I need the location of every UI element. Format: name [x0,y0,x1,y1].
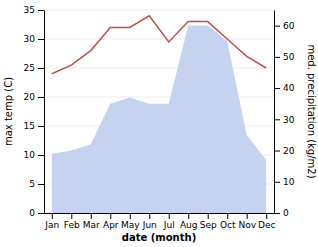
tick-mark [71,213,72,219]
tick: 20 [24,92,44,102]
tick: Feb [64,213,80,230]
tick-mark [169,213,170,219]
tick-label: Apr [103,220,119,230]
tick-mark [274,26,280,27]
tick-mark [110,213,111,219]
grid-line [44,97,274,98]
tick: 50 [274,52,295,62]
chart: Jan FebMarAprMayJun Jul AugSepOctNovDec 0 5 10… [0,0,318,247]
tick-mark [91,213,92,219]
y-axis: 0 5 10 15 20 25 30 35 [24,5,45,218]
tick-label: 20 [24,92,36,102]
tick-label: 50 [283,52,295,62]
grid-line [44,68,274,69]
y-axis-title: max temp (C) [3,77,14,146]
tick-mark [188,213,189,219]
area [52,26,266,213]
line [52,16,266,74]
tick-mark [274,88,280,89]
tick: Nov [238,213,256,230]
tick-label: Sep [200,220,217,230]
tick-label: 60 [283,21,295,31]
tick: 0 [274,208,289,218]
tick: Jul [163,213,175,230]
tick-label: 10 [283,177,295,187]
tick: Dec [258,213,275,230]
tick-mark [130,213,131,219]
tick-label: Jan [44,220,59,230]
tick: 0 [29,208,44,218]
tick: 20 [274,146,295,156]
tick-mark [38,184,44,185]
x-axis-title: date (month) [122,232,196,243]
axis-line [44,11,45,214]
grid [44,10,274,213]
tick: Mar [83,213,100,230]
tick-mark [274,151,280,152]
tick: Jun [142,213,157,230]
tick: 10 [24,150,44,160]
tick: Oct [220,213,236,230]
grid-line [44,10,274,11]
axis-line [274,11,275,214]
tick: 35 [24,5,44,15]
tick-mark [38,97,44,98]
y2-axis: 0 10 20 30 40 50 60 [274,11,295,219]
tick-label: Nov [238,220,256,230]
axis-line [45,213,275,214]
x-axis: Jan FebMarAprMayJun Jul AugSepOctNovDec [44,213,275,230]
tick-label: 0 [283,208,289,218]
tick-label: Oct [220,220,236,230]
tick: 25 [24,63,44,73]
tick-label: 5 [29,179,35,189]
tick-mark [149,213,150,219]
tick: Aug [180,213,198,230]
tick-mark [38,68,44,69]
tick-label: 35 [24,5,35,15]
tick: 5 [29,179,44,189]
y2-axis-title: med. precipitation (kg/m2) [306,44,317,178]
tick-label: 20 [283,146,295,156]
tick-mark [38,10,44,11]
tick-label: May [121,220,140,230]
tick-mark [38,213,44,214]
tick-mark [274,57,280,58]
tick-mark [247,213,248,219]
plot-area [52,16,266,213]
tick-mark [274,182,280,183]
tick-label: Dec [258,220,275,230]
tick-label: Mar [83,220,100,230]
tick-label: 40 [283,83,295,93]
grid-line [44,39,274,40]
tick: Apr [103,213,119,230]
tick-mark [227,213,228,219]
tick-mark [38,155,44,156]
tick-mark [208,213,209,219]
tick: 10 [274,177,295,187]
tick: Sep [200,213,217,230]
tick-mark [274,119,280,120]
tick-label: 15 [24,121,35,131]
tick: May [121,213,140,230]
tick-label: Feb [64,220,80,230]
tick-mark [274,213,280,214]
tick-label: Jun [142,220,157,230]
tick: 40 [274,83,295,93]
tick-label: 25 [24,63,35,73]
tick: 30 [24,34,44,44]
tick-label: 30 [24,34,36,44]
tick: 60 [274,21,295,31]
tick-label: 0 [29,208,35,218]
tick-label: Aug [180,220,198,230]
tick-mark [38,39,44,40]
tick-mark [266,213,267,219]
tick-label: 10 [24,150,36,160]
tick: 30 [274,115,295,125]
tick-label: Jul [163,220,175,230]
tick-mark [38,126,44,127]
tick: 15 [24,121,44,131]
tick-label: 30 [283,115,295,125]
tick: Jan [44,213,59,230]
tick-mark [52,213,53,219]
